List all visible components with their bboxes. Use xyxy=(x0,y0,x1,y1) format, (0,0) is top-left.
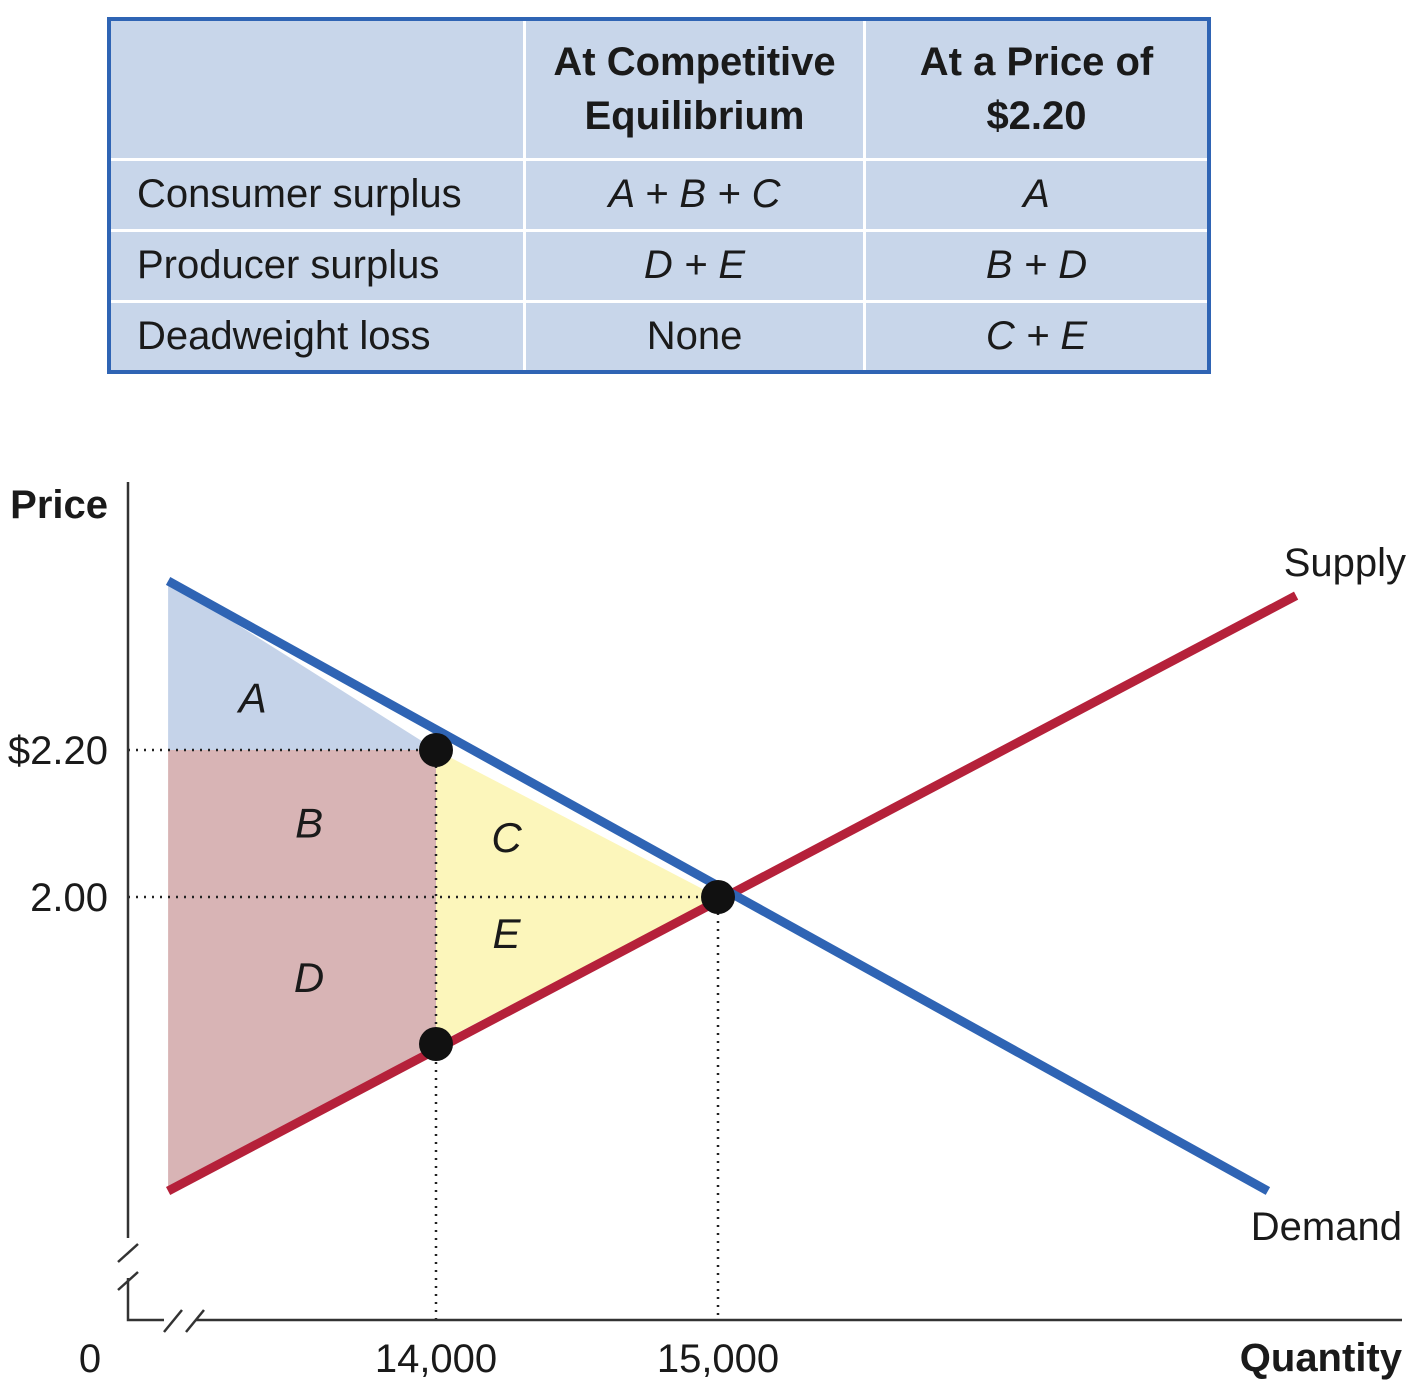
table-header-row: At Competitive Equilibrium At a Price of $… xyxy=(109,19,1209,161)
cell-consumer-price: A xyxy=(863,157,1209,232)
axis-corner-line xyxy=(126,1278,164,1322)
table-row: Producer surplus D + E B + D xyxy=(109,228,1209,303)
cell-consumer-competitive: A + B + C xyxy=(523,157,866,232)
table-row: Deadweight loss None C + E xyxy=(109,299,1209,372)
supply-label: Supply xyxy=(1284,541,1406,585)
col-header-competitive: At Competitive Equilibrium xyxy=(523,19,866,161)
cell-deadweight-price: C + E xyxy=(863,299,1209,372)
x-origin-label: 0 xyxy=(79,1337,101,1381)
y-axis-break-mark-1 xyxy=(117,1243,139,1263)
region-label-d: D xyxy=(294,954,324,1001)
key-point-1 xyxy=(419,733,453,767)
key-point-2 xyxy=(419,1027,453,1061)
y-axis-title: Price xyxy=(10,483,108,527)
region-c xyxy=(436,750,718,897)
cell-producer-competitive: D + E xyxy=(523,228,866,303)
region-d xyxy=(168,897,436,1191)
col-header-competitive-line2: Equilibrium xyxy=(584,94,805,139)
key-point-3 xyxy=(701,880,735,914)
x-tick-label: 15,000 xyxy=(657,1337,779,1381)
region-b xyxy=(168,750,436,897)
table-corner-cell xyxy=(109,19,526,161)
region-label-b: B xyxy=(295,800,323,847)
row-label-producer-surplus: Producer surplus xyxy=(109,228,526,303)
col-header-price: At a Price of $2.20 xyxy=(863,19,1209,161)
x-axis-break-mark-2 xyxy=(185,1309,205,1333)
y-tick-label: $2.20 xyxy=(8,729,108,773)
col-header-price-line1: At a Price of xyxy=(919,40,1154,85)
y-axis-break-mark-2 xyxy=(117,1271,139,1291)
y-tick-label: 2.00 xyxy=(30,876,108,920)
col-header-competitive-line1: At Competitive xyxy=(553,40,836,85)
table-row: Consumer surplus A + B + C A xyxy=(109,157,1209,232)
cell-producer-price: B + D xyxy=(863,228,1209,303)
surplus-table: At Competitive Equilibrium At a Price of $… xyxy=(107,17,1211,374)
region-label-a: A xyxy=(236,675,267,722)
region-label-c: C xyxy=(491,814,522,861)
cell-deadweight-competitive: None xyxy=(523,299,866,372)
x-axis-break-mark-1 xyxy=(163,1309,183,1333)
row-label-consumer-surplus: Consumer surplus xyxy=(109,157,526,232)
row-label-deadweight-loss: Deadweight loss xyxy=(109,299,526,372)
col-header-price-line2: $2.20 xyxy=(986,94,1087,139)
demand-label: Demand xyxy=(1251,1205,1402,1249)
x-axis-title: Quantity xyxy=(1240,1336,1403,1380)
region-label-e: E xyxy=(492,910,521,957)
x-tick-label: 14,000 xyxy=(375,1337,497,1381)
